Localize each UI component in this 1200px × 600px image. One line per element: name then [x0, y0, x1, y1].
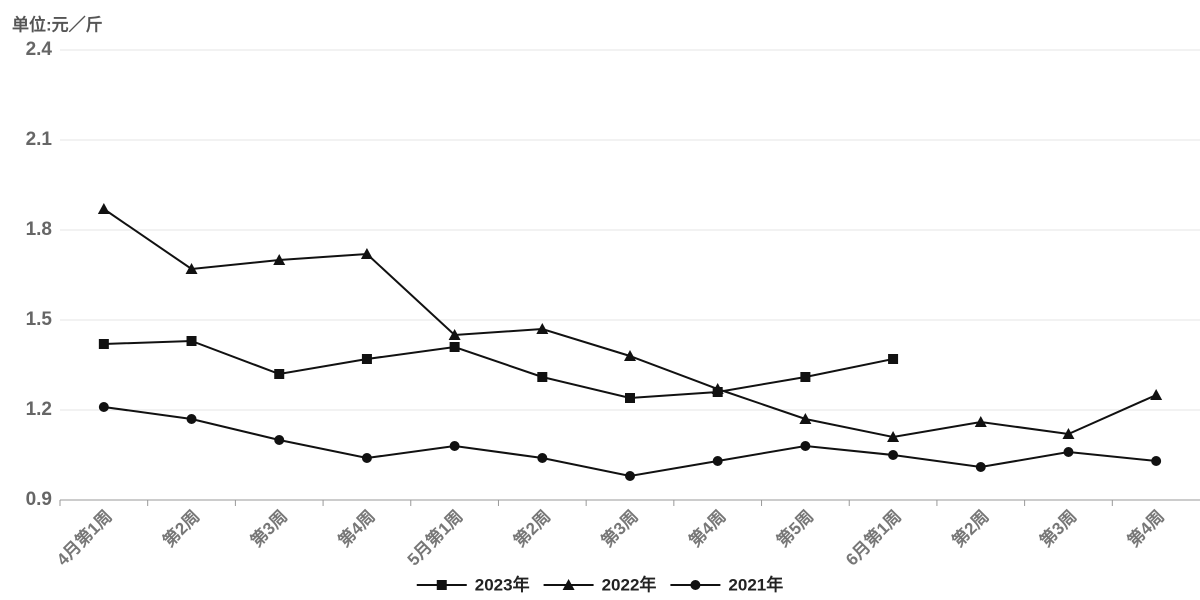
- data-point: [1151, 456, 1162, 466]
- data-point: [1062, 428, 1075, 439]
- data-point: [800, 441, 811, 451]
- data-point: [888, 450, 899, 460]
- x-tick-label: 第2周: [159, 506, 204, 551]
- data-point: [800, 372, 811, 382]
- data-point: [975, 462, 986, 472]
- data-point: [360, 248, 373, 259]
- data-point: [625, 471, 635, 481]
- x-tick-label: 第3周: [597, 506, 642, 551]
- data-point: [712, 456, 723, 466]
- data-point: [274, 435, 285, 445]
- y-tick-label: 0.9: [26, 489, 52, 510]
- x-tick-label: 第3周: [246, 506, 291, 551]
- legend-marker: [690, 580, 701, 590]
- x-tick-label: 第4周: [685, 506, 730, 551]
- y-tick-label: 1.8: [26, 219, 52, 240]
- data-point: [624, 350, 636, 361]
- data-point: [711, 383, 724, 394]
- data-point: [448, 329, 461, 340]
- series-line: [103, 339, 894, 400]
- x-tick-label: 6月第1周: [841, 506, 905, 570]
- data-point: [1150, 389, 1163, 400]
- legend-label: 2021年: [728, 574, 783, 594]
- series-line: [103, 406, 1157, 478]
- x-tick-label: 5月第1周: [403, 506, 467, 570]
- data-point: [1063, 447, 1074, 457]
- data-point: [361, 354, 372, 364]
- x-tick-label: 4月第1周: [52, 506, 116, 570]
- data-point: [98, 402, 109, 412]
- data-point: [799, 413, 812, 424]
- unit-label: 单位:元／斤: [12, 14, 103, 34]
- x-tick-label: 第2周: [948, 506, 993, 551]
- x-tick-label: 第4周: [334, 506, 379, 551]
- data-point: [537, 372, 548, 382]
- legend-label: 2023年: [475, 574, 530, 594]
- data-point: [449, 342, 460, 352]
- y-tick-label: 2.1: [26, 129, 53, 150]
- data-point: [537, 453, 548, 463]
- legend-marker: [436, 580, 447, 590]
- x-tick-label: 第2周: [509, 506, 554, 551]
- data-point: [361, 453, 372, 463]
- y-tick-label: 2.4: [26, 39, 53, 60]
- data-point: [974, 416, 987, 427]
- data-point: [273, 254, 286, 265]
- data-point: [449, 441, 460, 451]
- data-point: [274, 369, 285, 379]
- data-point: [97, 203, 110, 214]
- x-tick-label: 第3周: [1036, 506, 1081, 551]
- x-tick-label: 第4周: [1123, 506, 1168, 551]
- y-tick-label: 1.2: [26, 399, 52, 420]
- data-point: [888, 354, 899, 364]
- legend-label: 2022年: [602, 574, 657, 594]
- data-point: [536, 323, 549, 334]
- y-tick-label: 1.5: [26, 309, 53, 330]
- legend: 2023年 2022年 2021年: [416, 574, 783, 594]
- legend-item: 2021年: [670, 574, 783, 594]
- data-point: [98, 339, 109, 349]
- data-point: [625, 393, 635, 403]
- legend-marker: [562, 579, 575, 590]
- legend-item: 2022年: [543, 574, 657, 594]
- data-point: [185, 263, 198, 274]
- x-tick-label: 第5周: [773, 506, 818, 551]
- data-point: [186, 414, 197, 424]
- legend-item: 2023年: [416, 574, 530, 594]
- data-point: [186, 336, 197, 346]
- data-point: [887, 431, 900, 442]
